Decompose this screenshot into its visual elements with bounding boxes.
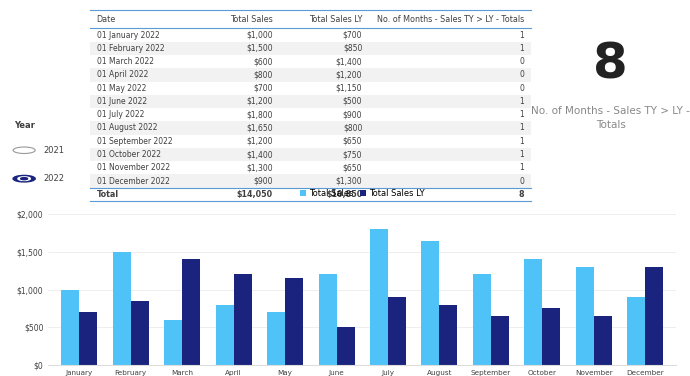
Text: $1,650: $1,650 — [246, 123, 273, 132]
Text: 1: 1 — [520, 97, 524, 106]
Bar — [164, 320, 182, 365]
Bar — [337, 327, 355, 365]
Text: 01 October 2022: 01 October 2022 — [97, 150, 161, 159]
Text: 8: 8 — [593, 41, 628, 89]
Text: $700: $700 — [253, 84, 273, 92]
Text: Date: Date — [97, 15, 116, 24]
Text: 01 March 2022: 01 March 2022 — [97, 57, 154, 66]
Bar — [61, 290, 79, 365]
Text: 1: 1 — [520, 110, 524, 119]
Text: 2021: 2021 — [43, 146, 64, 155]
Text: $800: $800 — [343, 123, 362, 132]
Text: No. of Months - Sales TY > LY - Totals: No. of Months - Sales TY > LY - Totals — [377, 15, 524, 24]
Bar — [524, 259, 542, 365]
Text: 1: 1 — [520, 163, 524, 172]
Text: $650: $650 — [343, 163, 362, 172]
Text: $1,000: $1,000 — [246, 30, 273, 39]
Text: $1,200: $1,200 — [246, 97, 273, 106]
FancyBboxPatch shape — [90, 121, 531, 135]
Text: $1,200: $1,200 — [336, 70, 362, 79]
Bar — [388, 297, 406, 365]
Text: 01 November 2022: 01 November 2022 — [97, 163, 170, 172]
Text: $900: $900 — [253, 177, 273, 186]
Bar — [473, 274, 491, 365]
Text: 01 December 2022: 01 December 2022 — [97, 177, 170, 186]
Text: $1,500: $1,500 — [246, 44, 273, 53]
Text: Total Sales: Total Sales — [230, 15, 273, 24]
Text: 0: 0 — [520, 70, 524, 79]
Text: 01 April 2022: 01 April 2022 — [97, 70, 148, 79]
FancyBboxPatch shape — [90, 68, 531, 82]
Bar — [130, 301, 148, 365]
Bar — [422, 241, 440, 365]
Text: 01 September 2022: 01 September 2022 — [97, 137, 172, 146]
Text: 01 June 2022: 01 June 2022 — [97, 97, 147, 106]
Bar — [576, 267, 594, 365]
Bar — [285, 278, 303, 365]
Bar — [370, 229, 388, 365]
Text: 2022: 2022 — [43, 174, 64, 183]
Text: $1,200: $1,200 — [246, 137, 273, 146]
Circle shape — [13, 176, 35, 182]
Bar — [112, 252, 130, 365]
Bar — [182, 259, 200, 365]
Bar — [440, 305, 457, 365]
Text: $10,850: $10,850 — [326, 190, 362, 199]
Text: $1,400: $1,400 — [246, 150, 273, 159]
Text: 0: 0 — [520, 177, 524, 186]
Text: Year: Year — [14, 121, 34, 130]
Bar — [594, 316, 612, 365]
Text: 01 February 2022: 01 February 2022 — [97, 44, 164, 53]
Text: 01 May 2022: 01 May 2022 — [97, 84, 146, 92]
Text: 01 August 2022: 01 August 2022 — [97, 123, 157, 132]
Circle shape — [21, 178, 28, 180]
Text: $500: $500 — [343, 97, 362, 106]
Text: 1: 1 — [520, 123, 524, 132]
Bar — [491, 316, 509, 365]
Bar — [319, 274, 337, 365]
Text: $1,150: $1,150 — [336, 84, 362, 92]
Bar — [234, 274, 252, 365]
Text: Total Sales LY: Total Sales LY — [309, 15, 362, 24]
Text: 0: 0 — [520, 84, 524, 92]
Bar — [79, 312, 97, 365]
Bar — [627, 297, 645, 365]
FancyBboxPatch shape — [90, 148, 531, 161]
Text: $900: $900 — [343, 110, 362, 119]
Text: 1: 1 — [520, 44, 524, 53]
Text: $1,400: $1,400 — [335, 57, 362, 66]
Bar — [645, 267, 663, 365]
Text: 01 January 2022: 01 January 2022 — [97, 30, 159, 39]
Text: $14,050: $14,050 — [237, 190, 273, 199]
Text: Total: Total — [97, 190, 119, 199]
Text: 0: 0 — [520, 57, 524, 66]
Text: $650: $650 — [343, 137, 362, 146]
Text: $600: $600 — [253, 57, 273, 66]
Text: 1: 1 — [520, 137, 524, 146]
Bar — [215, 305, 234, 365]
Bar — [542, 308, 560, 365]
Text: $850: $850 — [343, 44, 362, 53]
Text: $750: $750 — [343, 150, 362, 159]
Bar — [267, 312, 285, 365]
Legend: Total Sales, Total Sales LY: Total Sales, Total Sales LY — [296, 185, 428, 201]
FancyBboxPatch shape — [90, 95, 531, 108]
Text: $1,300: $1,300 — [246, 163, 273, 172]
Text: $800: $800 — [253, 70, 273, 79]
Text: $1,800: $1,800 — [246, 110, 273, 119]
Text: 1: 1 — [520, 150, 524, 159]
Text: $700: $700 — [343, 30, 362, 39]
Text: 1: 1 — [520, 30, 524, 39]
Text: 01 July 2022: 01 July 2022 — [97, 110, 144, 119]
Text: 8: 8 — [519, 190, 524, 199]
Text: $1,300: $1,300 — [335, 177, 362, 186]
FancyBboxPatch shape — [90, 174, 531, 188]
FancyBboxPatch shape — [90, 42, 531, 55]
Circle shape — [18, 177, 30, 180]
Text: No. of Months - Sales TY > LY -
Totals: No. of Months - Sales TY > LY - Totals — [531, 106, 690, 130]
